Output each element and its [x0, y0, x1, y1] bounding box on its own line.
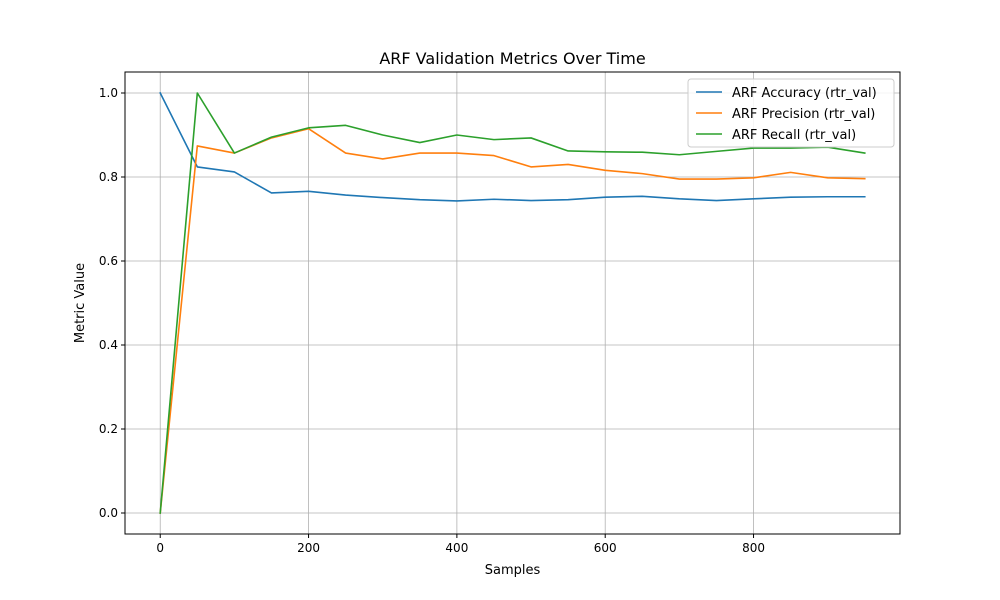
- y-tick-label: 0.4: [99, 338, 118, 352]
- x-tick-label: 200: [297, 541, 320, 555]
- x-tick-label: 0: [156, 541, 164, 555]
- x-tick-label: 400: [445, 541, 468, 555]
- legend-entry: ARF Recall (rtr_val): [732, 128, 856, 143]
- x-axis-label: Samples: [485, 563, 541, 578]
- y-tick-label: 0.8: [99, 170, 118, 184]
- series-line-1: [159, 127, 866, 514]
- y-axis-label: Metric Value: [73, 263, 88, 343]
- x-tick-label: 800: [742, 541, 765, 555]
- legend-entry: ARF Accuracy (rtr_val): [732, 86, 877, 101]
- legend-entry: ARF Precision (rtr_val): [732, 107, 875, 122]
- y-tick-label: 0.2: [99, 422, 118, 436]
- series-lines: [159, 91, 866, 514]
- series-line-2: [159, 92, 866, 514]
- x-tick-label: 600: [594, 541, 617, 555]
- axis-ticks: 0 200 400 600 800 0.0 0.2 0.4 0.6 0.8 1.0: [99, 86, 765, 555]
- legend: ARF Accuracy (rtr_val) ARF Precision (rtr…: [687, 78, 895, 148]
- plot-frame: [124, 71, 901, 535]
- legend-box: [687, 78, 895, 148]
- series-line-0: [159, 91, 866, 202]
- y-tick-label: 0.0: [99, 506, 118, 520]
- y-tick-label: 0.6: [99, 254, 118, 268]
- chart-title: ARF Validation Metrics Over Time: [379, 49, 645, 68]
- y-tick-label: 1.0: [99, 86, 118, 100]
